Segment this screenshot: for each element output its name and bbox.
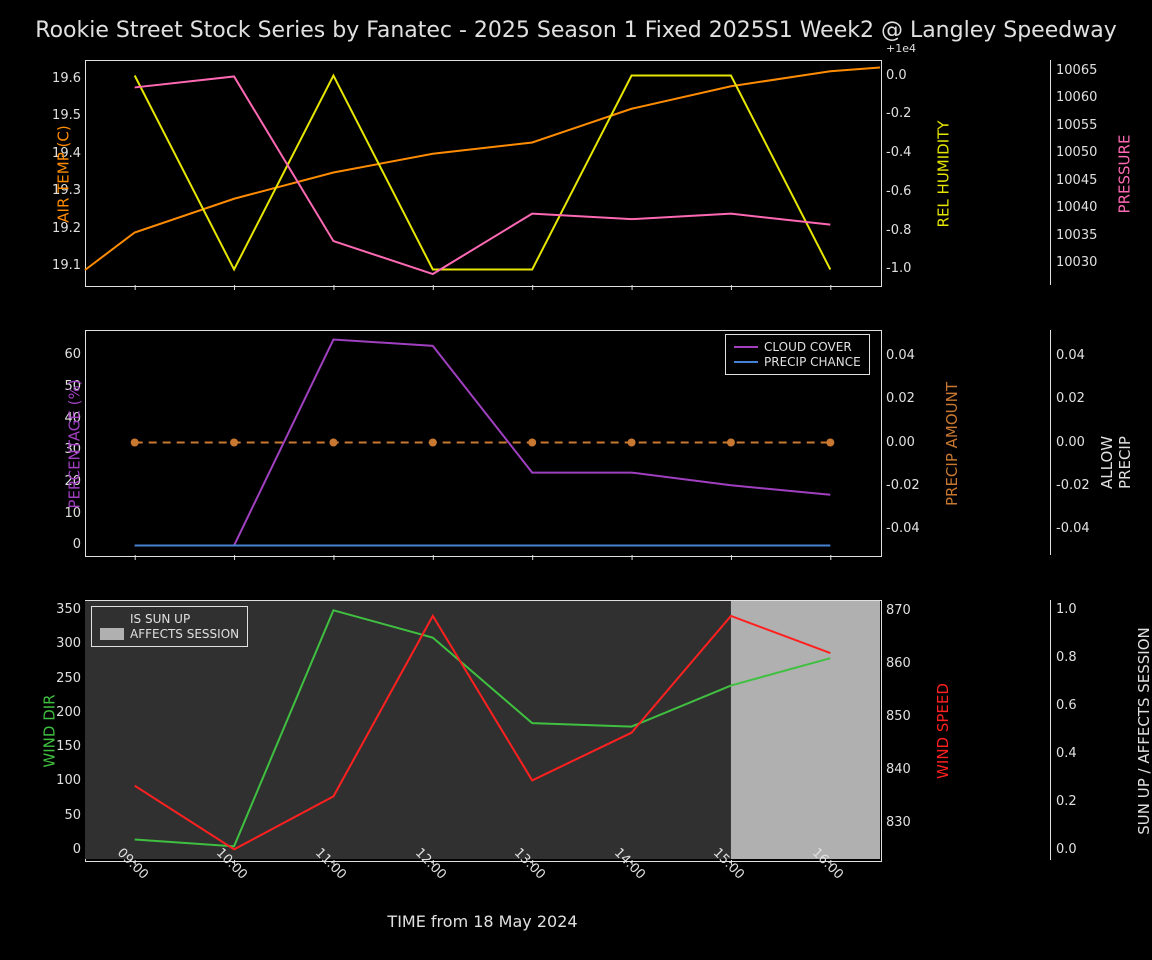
- ylabel-winddir: WIND DIR: [41, 694, 59, 767]
- ytick-sunaffects: 0.4: [1056, 746, 1077, 761]
- ytick-winddir: 300: [47, 636, 81, 651]
- ytick-winddir: 100: [47, 773, 81, 788]
- ytick-sunaffects: 0.6: [1056, 698, 1077, 713]
- ytick-winddir: 50: [47, 808, 81, 823]
- ytick-sunaffects: 0.2: [1056, 794, 1077, 809]
- ytick-winddir: 250: [47, 671, 81, 686]
- ytick-windspeed: 860: [886, 656, 911, 671]
- legend-is-sun-up: IS SUN UP: [100, 612, 239, 626]
- ytick-winddir: 0: [47, 842, 81, 857]
- ytick-windspeed: 840: [886, 762, 911, 777]
- ytick-sunaffects: 0.8: [1056, 650, 1077, 665]
- ytick-winddir: 350: [47, 602, 81, 617]
- figure: Rookie Street Stock Series by Fanatec - …: [0, 0, 1152, 960]
- xlabel: TIME from 18 May 2024: [85, 912, 880, 931]
- ytick-windspeed: 870: [886, 603, 911, 618]
- ytick-sunaffects: 0.0: [1056, 842, 1077, 857]
- legend-panel3: IS SUN UPAFFECTS SESSION: [91, 606, 248, 647]
- ytick-sunaffects: 1.0: [1056, 602, 1077, 617]
- ytick-windspeed: 850: [886, 709, 911, 724]
- legend-affects-session: AFFECTS SESSION: [100, 627, 239, 641]
- ytick-windspeed: 830: [886, 815, 911, 830]
- ylabel-windspeed: WIND SPEED: [934, 683, 952, 779]
- ylabel-sunaffects: SUN UP / AFFECTS SESSION: [1135, 627, 1152, 835]
